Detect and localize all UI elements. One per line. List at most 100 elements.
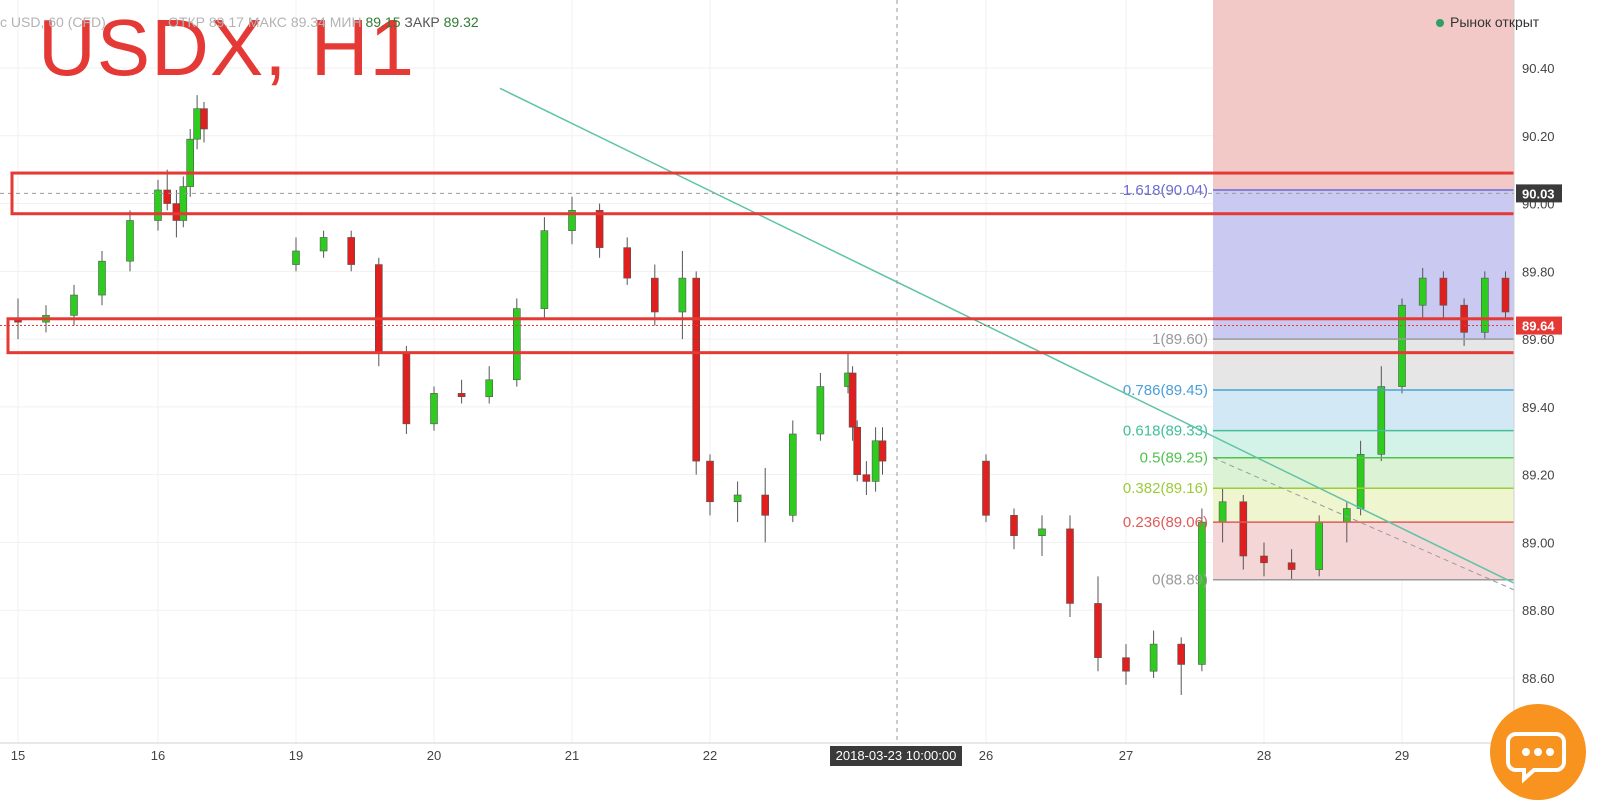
horizontal-price-tag-bg	[1516, 184, 1562, 203]
price-tick-label: 90.20	[1522, 129, 1555, 144]
price-axis[interactable]: 90.4090.2090.0089.8089.6089.4089.2089.00…	[1513, 0, 1606, 782]
candle	[319, 230, 328, 258]
candle-body	[1010, 515, 1018, 536]
price-tick-label: 88.80	[1522, 603, 1555, 618]
candle-body	[374, 264, 383, 353]
candle-body	[568, 210, 576, 231]
legend-high-label: МАКС	[247, 14, 287, 30]
fib-zone-band-2	[1213, 430, 1514, 458]
candle-body	[98, 260, 106, 296]
candle	[1066, 515, 1074, 617]
candle	[98, 251, 106, 306]
candle	[706, 454, 714, 516]
candle-body	[678, 277, 687, 313]
candle-body	[623, 247, 632, 279]
legend-symbol[interactable]: c USD	[0, 14, 41, 30]
candle-body	[126, 220, 134, 262]
legend-low-value: 89.15	[365, 14, 401, 30]
horizontal-price-tag-label: 90.03	[1522, 186, 1555, 201]
fib-level-label: 1.618(90.04)	[1123, 182, 1208, 199]
candle-body	[761, 494, 770, 516]
price-tick-label: 88.60	[1522, 671, 1555, 686]
legend-source: (CFD)	[67, 14, 106, 30]
candle	[402, 345, 411, 434]
candle-body	[650, 277, 659, 313]
candle	[848, 366, 857, 441]
fib-zone-band-5	[1213, 522, 1514, 580]
price-tick-label: 89.40	[1522, 400, 1555, 415]
candle	[1398, 298, 1406, 394]
time-tick-label: 21	[565, 748, 579, 763]
price-tick-label: 90.40	[1522, 61, 1555, 76]
candle-body	[1287, 562, 1296, 570]
candle	[1481, 271, 1489, 340]
crosshair-date-tag: 2018-03-23 10:00:00	[830, 746, 962, 766]
candle-body	[457, 393, 466, 398]
market-status: Рынок открыт	[1436, 14, 1539, 30]
price-tick-label: 89.80	[1522, 264, 1555, 279]
crosshair-date-label: 2018-03-23 10:00:00	[836, 748, 957, 763]
candle-body	[871, 440, 880, 482]
legend-low-label: МИН	[329, 14, 362, 30]
candle	[1010, 508, 1018, 550]
candle-body	[1094, 603, 1102, 658]
candle-body	[1315, 521, 1323, 570]
candle-body	[816, 386, 825, 435]
candle	[512, 298, 521, 387]
legend-interval: 60	[48, 14, 64, 30]
candle	[982, 454, 990, 523]
candle-body	[1481, 277, 1489, 333]
candle	[1038, 515, 1046, 556]
time-tick-label: 19	[289, 748, 303, 763]
candle	[430, 386, 438, 431]
candle	[761, 467, 770, 543]
candle-body	[347, 237, 356, 265]
candle-body	[1377, 386, 1386, 455]
candle-body	[163, 189, 171, 204]
candle	[871, 427, 880, 492]
candle	[1260, 542, 1268, 577]
chat-button[interactable]	[1490, 704, 1586, 800]
price-chart[interactable]: 1.618(90.04) 1(89.60) 0.786(89.45) 0.618(89…	[0, 0, 1606, 782]
candle	[878, 427, 887, 475]
candle	[154, 179, 162, 231]
candle-body	[853, 426, 862, 475]
candle-body	[848, 372, 857, 428]
candle-body	[485, 379, 494, 398]
time-axis[interactable]: 15 16 19 20 21 22 26 27 28 29 2018-03-23 10:00:00	[0, 742, 1514, 766]
market-status-label: Рынок открыт	[1450, 14, 1540, 30]
fib-zone-band-1	[1213, 389, 1514, 431]
candle-body	[193, 108, 201, 140]
fib-level-label: 0.236(89.06)	[1123, 514, 1208, 531]
time-tick-label: 26	[979, 748, 993, 763]
legend-high-value: 89.34	[290, 14, 326, 30]
candle-body	[1398, 304, 1406, 387]
time-tick-label: 15	[11, 748, 25, 763]
candle	[853, 420, 862, 482]
candle-body	[1149, 643, 1158, 672]
candle-body	[1038, 528, 1046, 536]
fib-level-label: 0.786(89.45)	[1123, 382, 1208, 399]
candle-body	[179, 186, 188, 221]
candle-body	[1177, 643, 1185, 665]
candle	[1439, 271, 1448, 319]
time-tick-label: 20	[427, 748, 441, 763]
fib-zone-band-0	[1213, 339, 1514, 390]
fib-level-label: 1(89.60)	[1152, 331, 1208, 348]
price-tick-label: 89.00	[1522, 535, 1555, 550]
candle-body	[70, 294, 78, 316]
candle	[816, 373, 825, 441]
candle-body	[1418, 277, 1427, 306]
candle	[692, 271, 701, 475]
candle-body	[1501, 277, 1510, 313]
candle	[1177, 637, 1185, 695]
candle-body	[1218, 501, 1227, 523]
candle	[1149, 630, 1158, 678]
candle	[1418, 267, 1427, 319]
candles	[14, 95, 1524, 695]
candle	[1122, 644, 1130, 685]
fib-level-label: 0.618(89.33)	[1123, 423, 1208, 440]
candle-body	[733, 494, 742, 503]
candle-body	[1439, 277, 1448, 306]
time-tick-label: 27	[1119, 748, 1133, 763]
